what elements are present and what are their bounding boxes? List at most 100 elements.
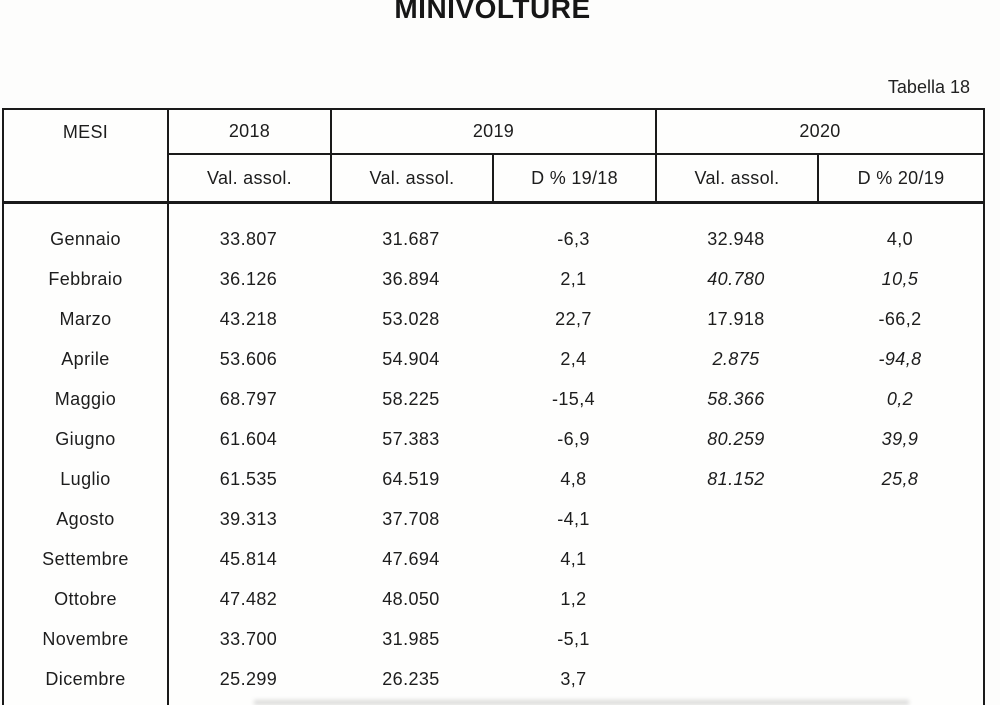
value-2020-cell: 81.152 xyxy=(707,468,765,489)
value-2020-cell: 32.948 xyxy=(707,228,765,249)
value-2019-cell: 26.235 xyxy=(382,668,440,689)
value-2019-cell: 64.519 xyxy=(382,468,440,489)
header-year-2018: 2018 xyxy=(167,110,330,155)
month-cell: Febbraio xyxy=(48,268,123,289)
value-2020-cell: 58.366 xyxy=(707,388,765,409)
delta-20-19-cell: 4,0 xyxy=(886,228,914,249)
table-row: Gennaio 33.807 31.687 -6,3 32.948 4,0 xyxy=(4,219,983,259)
delta-19-18-cell: -15,4 xyxy=(551,388,596,409)
value-2019-cell: 36.894 xyxy=(382,268,440,289)
value-2020-cell: 80.259 xyxy=(707,428,765,449)
value-2020-cell xyxy=(655,659,817,699)
delta-19-18-cell: 22,7 xyxy=(555,308,592,329)
month-column-divider xyxy=(167,204,169,705)
delta-19-18-cell: 3,7 xyxy=(560,668,587,689)
value-2020-cell xyxy=(655,539,817,579)
value-2019-cell: 31.687 xyxy=(382,228,440,249)
delta-19-18-cell: 4,1 xyxy=(560,548,587,569)
value-2020-cell: 2.875 xyxy=(712,348,760,369)
value-2019-cell: 54.904 xyxy=(382,348,440,369)
delta-20-19-cell xyxy=(817,659,983,699)
delta-20-19-cell xyxy=(817,579,983,619)
month-cell: Marzo xyxy=(59,308,112,329)
value-2019-cell: 47.694 xyxy=(382,548,440,569)
delta-20-19-cell xyxy=(817,539,983,579)
value-2019-cell: 48.050 xyxy=(382,588,440,609)
value-2019-cell: 53.028 xyxy=(382,308,440,329)
scan-artifact-smudge xyxy=(254,700,909,705)
month-cell: Luglio xyxy=(60,468,111,489)
delta-19-18-cell: -6,9 xyxy=(557,428,590,449)
delta-20-19-cell xyxy=(817,619,983,659)
header-mesi: MESI xyxy=(62,122,109,142)
table-body: Gennaio 33.807 31.687 -6,3 32.948 4,0 Fe… xyxy=(4,204,983,699)
value-2020-cell xyxy=(655,579,817,619)
value-2018-cell: 68.797 xyxy=(219,388,278,409)
table-row: Giugno 61.604 57.383 -6,9 80.259 39,9 xyxy=(4,419,983,459)
month-cell: Dicembre xyxy=(45,668,126,689)
value-2018-cell: 47.482 xyxy=(219,588,278,609)
table-header: MESI 2018 2019 2020 Val. assol. Val. ass… xyxy=(4,110,983,201)
delta-20-19-cell: -94,8 xyxy=(878,348,922,369)
delta-20-19-cell: 25,8 xyxy=(881,468,919,489)
delta-19-18-cell: 2,1 xyxy=(560,268,587,289)
table-row: Febbraio 36.126 36.894 2,1 40.780 10,5 xyxy=(4,259,983,299)
value-2018-cell: 61.535 xyxy=(219,468,278,489)
header-year-2019: 2019 xyxy=(330,110,655,155)
header-val-assol-2020: Val. assol. xyxy=(655,155,817,201)
month-cell: Agosto xyxy=(56,508,115,529)
value-2019-cell: 37.708 xyxy=(382,508,440,529)
value-2018-cell: 33.807 xyxy=(219,228,278,249)
minivolture-table: MESI 2018 2019 2020 Val. assol. Val. ass… xyxy=(2,108,985,705)
delta-19-18-cell: 4,8 xyxy=(560,468,587,489)
value-2018-cell: 36.126 xyxy=(219,268,278,289)
table-row: Marzo 43.218 53.028 22,7 17.918 -66,2 xyxy=(4,299,983,339)
delta-19-18-cell: 2,4 xyxy=(560,348,587,369)
header-year-2020: 2020 xyxy=(655,110,983,155)
table-row: Novembre 33.700 31.985 -5,1 xyxy=(4,619,983,659)
value-2020-cell xyxy=(655,499,817,539)
value-2018-cell: 45.814 xyxy=(219,548,278,569)
table-row: Luglio 61.535 64.519 4,8 81.152 25,8 xyxy=(4,459,983,499)
delta-19-18-cell: -6,3 xyxy=(557,228,590,249)
table-row: Dicembre 25.299 26.235 3,7 xyxy=(4,659,983,699)
month-cell: Novembre xyxy=(42,628,129,649)
delta-19-18-cell: 1,2 xyxy=(560,588,587,609)
header-val-assol-2018: Val. assol. xyxy=(167,155,330,201)
value-2020-cell: 17.918 xyxy=(707,308,765,329)
delta-20-19-cell: -66,2 xyxy=(878,308,922,329)
value-2019-cell: 31.985 xyxy=(382,628,440,649)
value-2020-cell: 40.780 xyxy=(707,268,765,289)
header-delta-19-18: D % 19/18 xyxy=(492,155,655,201)
table-number-label: Tabella 18 xyxy=(887,77,970,97)
month-cell: Aprile xyxy=(61,348,110,369)
month-cell: Giugno xyxy=(55,428,116,449)
table-row: Ottobre 47.482 48.050 1,2 xyxy=(4,579,983,619)
delta-20-19-cell xyxy=(817,499,983,539)
delta-20-19-cell: 10,5 xyxy=(881,268,919,289)
table-row: Aprile 53.606 54.904 2,4 2.875 -94,8 xyxy=(4,339,983,379)
value-2018-cell: 25.299 xyxy=(219,668,278,689)
value-2018-cell: 39.313 xyxy=(219,508,278,529)
value-2019-cell: 57.383 xyxy=(382,428,440,449)
month-cell: Ottobre xyxy=(54,588,117,609)
value-2018-cell: 43.218 xyxy=(219,308,278,329)
header-delta-20-19: D % 20/19 xyxy=(817,155,983,201)
table-row: Settembre 45.814 47.694 4,1 xyxy=(4,539,983,579)
delta-20-19-cell: 0,2 xyxy=(886,388,914,409)
month-cell: Maggio xyxy=(54,388,117,409)
value-2019-cell: 58.225 xyxy=(382,388,440,409)
month-cell: Settembre xyxy=(42,548,129,569)
value-2018-cell: 53.606 xyxy=(219,348,278,369)
value-2018-cell: 61.604 xyxy=(219,428,278,449)
header-separator-line xyxy=(4,201,983,204)
delta-19-18-cell: -4,1 xyxy=(557,508,590,529)
page-title: MINIVOLTURE xyxy=(394,0,591,24)
delta-20-19-cell: 39,9 xyxy=(881,428,919,449)
header-val-assol-2019: Val. assol. xyxy=(330,155,492,201)
delta-19-18-cell: -5,1 xyxy=(557,628,590,649)
table-row: Maggio 68.797 58.225 -15,4 58.366 0,2 xyxy=(4,379,983,419)
month-cell: Gennaio xyxy=(50,228,121,249)
table-row: Agosto 39.313 37.708 -4,1 xyxy=(4,499,983,539)
value-2020-cell xyxy=(655,619,817,659)
